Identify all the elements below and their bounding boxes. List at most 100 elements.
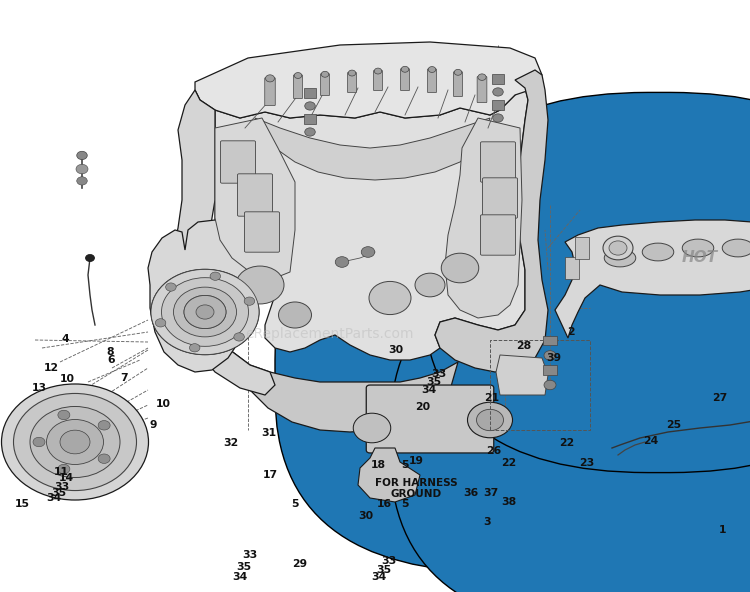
Circle shape [454,69,462,75]
Text: 15: 15 [15,500,30,509]
Ellipse shape [604,249,636,267]
Circle shape [321,71,328,77]
Text: 25: 25 [666,420,681,430]
Text: 31: 31 [261,429,276,438]
Text: 8: 8 [106,348,114,357]
FancyBboxPatch shape [244,212,280,252]
Polygon shape [148,220,252,372]
Circle shape [234,333,244,341]
Circle shape [98,454,110,464]
FancyBboxPatch shape [366,385,494,453]
Text: 18: 18 [371,460,386,469]
Text: 33: 33 [381,556,396,566]
Text: 35: 35 [426,377,441,387]
Text: 28: 28 [516,342,531,351]
Circle shape [173,287,236,337]
Circle shape [190,343,200,352]
Text: 13: 13 [32,383,46,392]
Text: 33: 33 [242,551,257,560]
Circle shape [76,177,87,185]
Circle shape [196,305,214,319]
Text: 30: 30 [358,511,374,521]
Text: 4: 4 [62,334,69,343]
Circle shape [60,430,90,454]
FancyBboxPatch shape [477,76,487,102]
FancyBboxPatch shape [566,257,579,279]
Polygon shape [445,118,522,318]
Circle shape [304,102,315,110]
Text: 33: 33 [54,482,69,491]
FancyBboxPatch shape [427,69,436,92]
Text: 20: 20 [415,403,430,412]
Text: 1: 1 [718,525,726,535]
Circle shape [609,241,627,255]
Text: 5: 5 [291,500,298,509]
Circle shape [304,128,315,136]
Circle shape [441,253,479,283]
Polygon shape [215,310,458,432]
FancyBboxPatch shape [481,215,515,255]
Ellipse shape [722,239,750,257]
FancyBboxPatch shape [320,73,329,95]
FancyBboxPatch shape [543,336,556,345]
Text: 2: 2 [567,327,574,336]
Circle shape [86,255,94,262]
Circle shape [13,394,136,491]
Text: 26: 26 [486,446,501,456]
Circle shape [266,75,274,82]
Circle shape [2,384,148,500]
Text: 34: 34 [422,385,436,394]
Circle shape [58,410,70,420]
Circle shape [58,464,70,474]
FancyBboxPatch shape [492,100,504,110]
Polygon shape [435,70,548,372]
FancyBboxPatch shape [454,72,463,96]
FancyBboxPatch shape [304,114,316,124]
Text: HOT: HOT [682,250,718,265]
Text: 9: 9 [150,420,158,430]
Polygon shape [215,118,295,280]
Circle shape [33,437,45,447]
Circle shape [374,68,382,74]
Text: 12: 12 [44,363,58,373]
Circle shape [544,350,556,360]
Text: 35: 35 [376,565,392,574]
Circle shape [476,409,503,430]
FancyBboxPatch shape [423,92,750,472]
Circle shape [478,74,486,81]
Text: 30: 30 [388,346,404,355]
Circle shape [244,297,255,305]
FancyBboxPatch shape [265,78,275,105]
Circle shape [196,305,214,319]
Circle shape [151,269,259,355]
Text: 33: 33 [431,369,446,379]
Circle shape [184,295,226,329]
Text: 32: 32 [224,438,238,448]
Circle shape [544,380,556,390]
FancyBboxPatch shape [575,237,589,259]
FancyBboxPatch shape [400,69,410,91]
Circle shape [353,413,391,443]
FancyBboxPatch shape [238,174,272,216]
FancyBboxPatch shape [543,365,556,375]
Text: 22: 22 [559,438,574,448]
Circle shape [493,88,503,96]
Circle shape [161,278,248,346]
Text: 21: 21 [484,393,499,403]
Text: 29: 29 [292,559,308,568]
Circle shape [415,273,445,297]
Text: 16: 16 [376,500,392,509]
Text: 5: 5 [401,460,409,469]
Text: 34: 34 [371,572,386,582]
Text: 11: 11 [54,468,69,477]
Text: 34: 34 [46,494,62,503]
Text: 24: 24 [644,436,658,446]
Circle shape [30,407,120,478]
Circle shape [369,281,411,314]
Circle shape [401,66,409,72]
Text: 17: 17 [262,470,278,480]
Circle shape [236,266,284,304]
Text: 23: 23 [579,458,594,468]
Text: 10: 10 [60,374,75,384]
Text: 38: 38 [501,497,516,507]
